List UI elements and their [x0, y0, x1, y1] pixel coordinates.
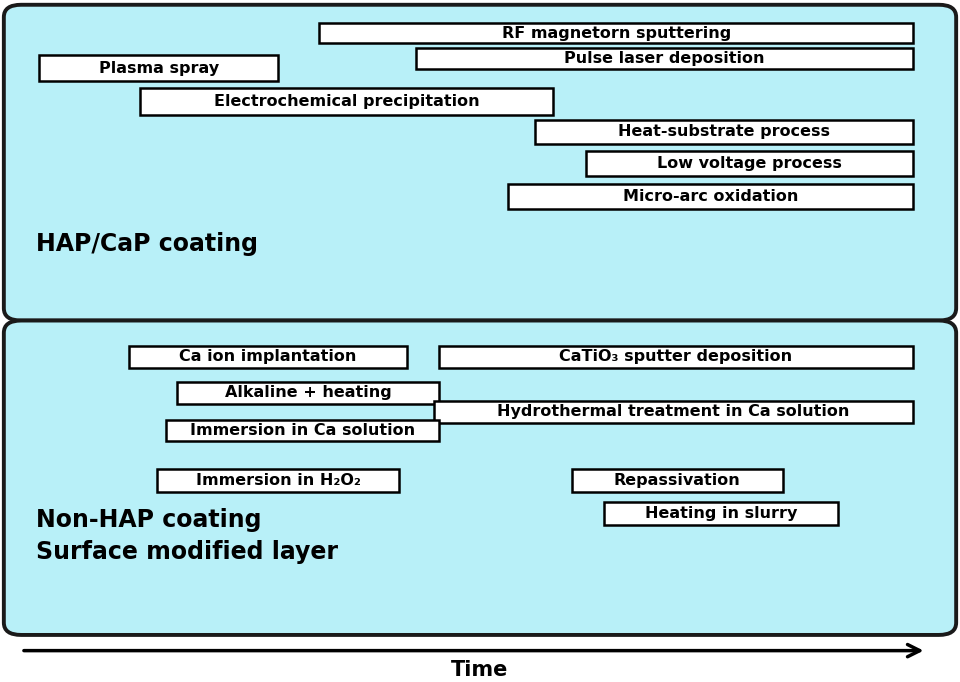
Text: Hydrothermal treatment in Ca solution: Hydrothermal treatment in Ca solution: [497, 404, 850, 419]
FancyBboxPatch shape: [156, 469, 399, 492]
FancyBboxPatch shape: [604, 503, 838, 524]
Text: Non-HAP coating
Surface modified layer: Non-HAP coating Surface modified layer: [36, 508, 338, 563]
FancyBboxPatch shape: [39, 55, 278, 81]
Text: Micro-arc oxidation: Micro-arc oxidation: [623, 189, 798, 204]
Text: Alkaline + heating: Alkaline + heating: [225, 385, 392, 400]
Text: Electrochemical precipitation: Electrochemical precipitation: [214, 94, 480, 109]
FancyBboxPatch shape: [140, 89, 553, 115]
Text: Immersion in H₂O₂: Immersion in H₂O₂: [196, 473, 361, 488]
Text: Time: Time: [451, 659, 509, 680]
FancyBboxPatch shape: [166, 420, 439, 441]
FancyBboxPatch shape: [586, 151, 913, 176]
Text: Heating in slurry: Heating in slurry: [645, 506, 797, 521]
FancyBboxPatch shape: [535, 119, 913, 144]
FancyBboxPatch shape: [416, 48, 913, 70]
FancyBboxPatch shape: [508, 183, 913, 209]
Text: Immersion in Ca solution: Immersion in Ca solution: [190, 423, 415, 438]
Text: Heat-substrate process: Heat-substrate process: [618, 124, 830, 139]
FancyBboxPatch shape: [320, 23, 913, 43]
Text: Plasma spray: Plasma spray: [99, 61, 219, 76]
FancyBboxPatch shape: [572, 469, 782, 492]
FancyBboxPatch shape: [178, 382, 439, 404]
Text: HAP/CaP coating: HAP/CaP coating: [36, 232, 257, 256]
Text: Pulse laser deposition: Pulse laser deposition: [564, 51, 765, 66]
FancyBboxPatch shape: [4, 5, 956, 321]
FancyBboxPatch shape: [4, 321, 956, 635]
Text: CaTiO₃ sputter deposition: CaTiO₃ sputter deposition: [560, 349, 793, 364]
FancyBboxPatch shape: [434, 401, 913, 423]
Text: RF magnetorn sputtering: RF magnetorn sputtering: [502, 26, 731, 41]
Text: Ca ion implantation: Ca ion implantation: [180, 349, 357, 364]
FancyBboxPatch shape: [439, 346, 913, 368]
Text: Repassivation: Repassivation: [614, 473, 741, 488]
FancyBboxPatch shape: [130, 346, 407, 368]
Text: Low voltage process: Low voltage process: [657, 156, 842, 171]
